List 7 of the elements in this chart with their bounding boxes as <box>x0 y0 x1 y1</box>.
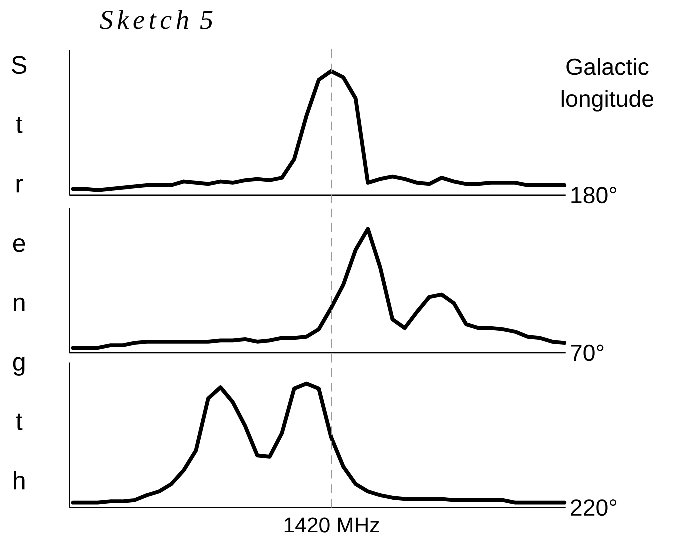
text: Strength <box>12 56 27 490</box>
text: 1420 MHz <box>284 518 380 533</box>
series-label: 70° <box>571 345 604 362</box>
chart-title: Sketch 5 <box>100 10 213 30</box>
series-label: 180° <box>572 187 617 204</box>
series-label: 220° <box>571 500 617 516</box>
annotation: Galactic longitude <box>562 58 654 112</box>
